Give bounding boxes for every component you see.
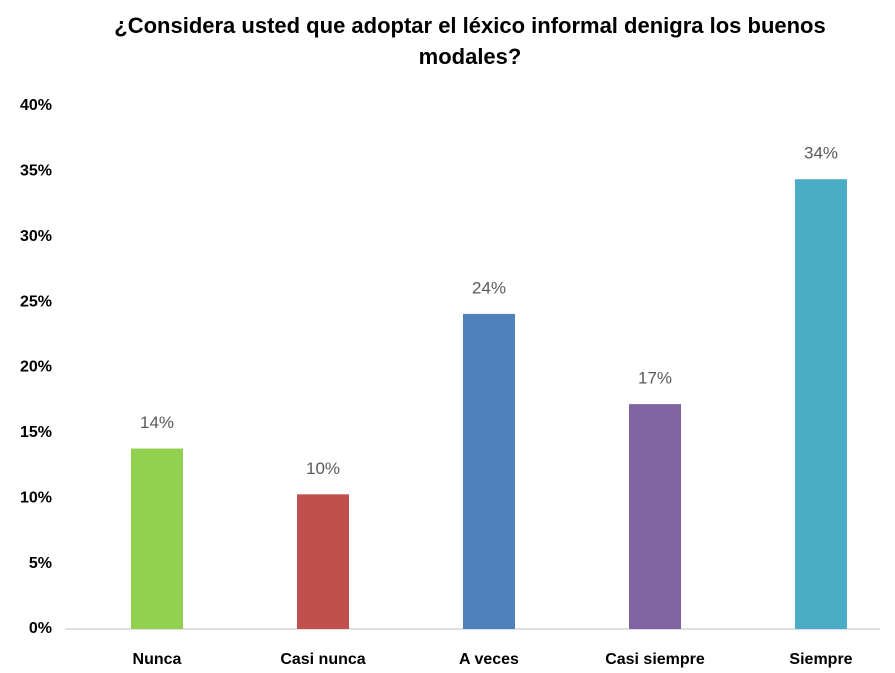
value-label: 24% — [472, 278, 506, 297]
x-tick-label: Casi siempre — [605, 651, 705, 668]
bar — [131, 448, 183, 629]
y-tick-label: 5% — [29, 555, 52, 572]
x-tick-label: Casi nunca — [280, 651, 365, 668]
y-tick-label: 20% — [20, 359, 52, 376]
bar — [795, 179, 847, 629]
bar — [297, 494, 349, 629]
y-tick-label: 40% — [20, 97, 52, 114]
y-tick-label: 25% — [20, 293, 52, 310]
value-label: 34% — [804, 144, 838, 163]
bar — [629, 404, 681, 629]
value-label: 10% — [306, 459, 340, 478]
y-tick-label: 35% — [20, 163, 52, 180]
y-tick-label: 10% — [20, 489, 52, 506]
y-tick-label: 0% — [29, 620, 52, 637]
x-tick-label: A veces — [459, 651, 519, 668]
bar — [463, 313, 515, 629]
x-tick-label: Nunca — [133, 651, 182, 668]
value-label: 17% — [638, 369, 672, 388]
value-label: 14% — [140, 413, 174, 432]
x-tick-label: Siempre — [789, 651, 852, 668]
chart-title: ¿Considera usted que adoptar el léxico i… — [114, 13, 826, 69]
y-tick-label: 30% — [20, 228, 52, 245]
y-tick-label: 15% — [20, 424, 52, 441]
